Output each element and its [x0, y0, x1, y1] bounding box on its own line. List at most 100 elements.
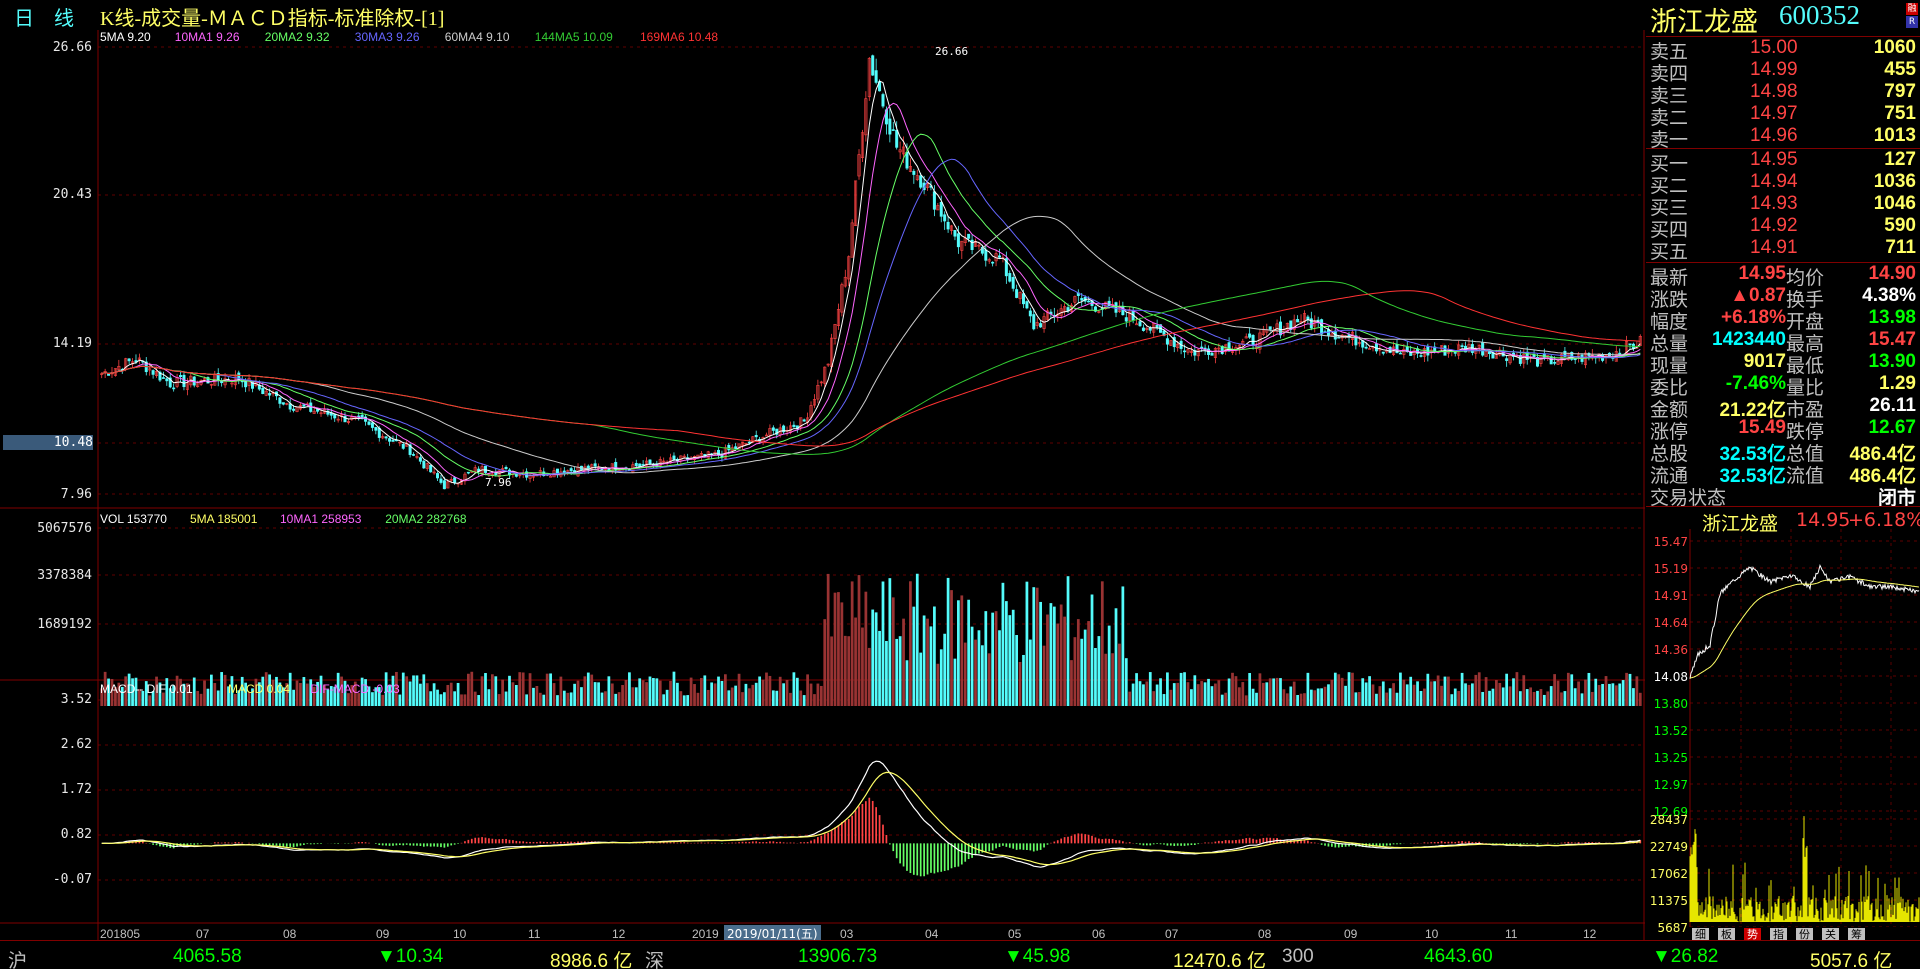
sell-label: 卖二 — [1650, 108, 1689, 129]
stat-label: 量比 — [1786, 378, 1825, 399]
sell-row[interactable]: 卖四 14.99 455 — [1646, 59, 1920, 85]
ma-legend-item: 5MA 9.20 — [100, 30, 151, 44]
ma-legend-item: 144MA5 10.09 — [534, 30, 613, 44]
svg-text:7.96: 7.96 — [485, 476, 512, 489]
stat-label: 开盘 — [1786, 312, 1825, 333]
x-axis-tick: 08 — [1258, 927, 1272, 941]
sh-amount: 8986.6 亿 — [550, 951, 633, 969]
kline-chart-svg[interactable]: 26.66 7.96 — [0, 30, 1645, 940]
buy-volume: 590 — [1884, 215, 1916, 236]
buy-label: 买五 — [1650, 242, 1689, 263]
right-tab[interactable]: 筹 — [1848, 928, 1865, 941]
sell-price: 14.98 — [1750, 81, 1798, 102]
x-axis-tick: 09 — [1344, 927, 1358, 941]
stat-label: 涨停 — [1650, 422, 1689, 443]
stat-label: 最高 — [1786, 334, 1825, 355]
ma-legend-item: 30MA3 9.26 — [354, 30, 420, 44]
sell-label: 卖三 — [1650, 86, 1689, 107]
stat-label: 总股 — [1650, 444, 1689, 465]
ma-legend-item: 20MA2 9.32 — [264, 30, 330, 44]
volume-y-label: 5067576 — [37, 521, 92, 536]
buy-row[interactable]: 买二 14.94 1036 — [1646, 171, 1920, 197]
stat-label: 委比 — [1650, 378, 1689, 399]
stat-label: 市盈 — [1786, 400, 1825, 421]
stat-label: 幅度 — [1650, 312, 1689, 333]
buy-row[interactable]: 买三 14.93 1046 — [1646, 193, 1920, 219]
stat-value: 486.4亿 — [1849, 466, 1916, 487]
buy-row[interactable]: 买五 14.91 711 — [1646, 237, 1920, 263]
intraday-price-label: 14.64 — [1653, 616, 1688, 630]
kline-cursor-price: 10.48 — [3, 435, 93, 450]
sz-label[interactable]: 深 — [645, 951, 665, 969]
sell-row[interactable]: 卖五 15.00 1060 — [1646, 37, 1920, 63]
sell-price: 14.97 — [1750, 103, 1798, 124]
right-tab[interactable]: 指 — [1770, 928, 1787, 941]
intraday-price-label: 14.36 — [1653, 643, 1688, 657]
macd-legend-item: MACD 0.04 — [228, 682, 291, 696]
x-axis-tick: 04 — [925, 927, 939, 941]
stat-value: 4.38% — [1862, 285, 1916, 306]
vol-legend-item: VOL 153770 — [100, 512, 167, 526]
buy-label: 买四 — [1650, 220, 1689, 241]
title-bar: 日 线 K线-成交量-ＭＡＣＤ指标-标准除权-[1] — [0, 0, 1645, 30]
kline-y-label: 20.43 — [52, 187, 92, 202]
intraday-price-label: 15.19 — [1653, 562, 1688, 576]
ma-legend-item: 169MA6 10.48 — [640, 30, 719, 44]
stat-label: 均价 — [1786, 268, 1825, 289]
period-label[interactable]: 日 线 — [14, 6, 74, 30]
buy-order-book: 买一 14.95 127 买二 14.94 1036 买三 14.93 1046 买四 14.92 5… — [1646, 148, 1920, 263]
right-tab[interactable]: 板 — [1718, 928, 1735, 941]
intraday-volume-label: 5687 — [1657, 921, 1688, 935]
sell-volume: 797 — [1884, 81, 1916, 102]
buy-row[interactable]: 买一 14.95 127 — [1646, 149, 1920, 175]
x-axis-tick: 10 — [453, 927, 467, 941]
buy-volume: 711 — [1885, 237, 1916, 258]
intraday-change: +6.18% — [1848, 509, 1920, 531]
stat-value: 32.53亿 — [1719, 466, 1786, 487]
intraday-price-label: 12.97 — [1653, 778, 1688, 792]
stat-value: 1423440 — [1712, 329, 1786, 350]
sell-volume: 1060 — [1873, 37, 1916, 58]
intraday-panel[interactable]: 浙江龙盛 14.95 +6.18% 15.47 15.19 14.91 14.64 14… — [1646, 506, 1920, 935]
ma-legend-item: 10MA1 9.26 — [174, 30, 240, 44]
stat-label: 金额 — [1650, 400, 1689, 421]
stat-label: 总值 — [1786, 444, 1825, 465]
stat-label: 最低 — [1786, 356, 1825, 377]
sell-row[interactable]: 卖二 14.97 751 — [1646, 103, 1920, 129]
chart-panel[interactable]: 26.66 7.96 26.66 20.43 14.19 10.48 7.96 5… — [0, 30, 1645, 941]
right-tab[interactable]: 势 — [1744, 928, 1761, 941]
vol-legend-item: 5MA 185001 — [190, 512, 258, 526]
intraday-volume-label: 22749 — [1649, 840, 1688, 854]
buy-price: 14.94 — [1750, 171, 1798, 192]
intraday-price: 14.95 — [1796, 509, 1851, 531]
intraday-price-label: 13.25 — [1653, 751, 1688, 765]
sell-row[interactable]: 卖一 14.96 1013 — [1646, 125, 1920, 151]
macd-y-label: 2.62 — [60, 737, 92, 752]
sell-row[interactable]: 卖三 14.98 797 — [1646, 81, 1920, 107]
buy-row[interactable]: 买四 14.92 590 — [1646, 215, 1920, 241]
sell-label: 卖四 — [1650, 64, 1689, 85]
right-tab[interactable]: 份 — [1796, 928, 1813, 941]
macd-y-label: 0.82 — [60, 827, 92, 842]
macd-legend-item: DIF-MACD -0.03 — [310, 682, 400, 696]
r-badge: R — [1906, 16, 1918, 28]
stat-value: 14.90 — [1868, 263, 1916, 284]
sell-volume: 455 — [1884, 59, 1916, 80]
kline-y-label: 7.96 — [60, 487, 92, 502]
x-axis-tick: 11 — [528, 927, 541, 941]
buy-price: 14.92 — [1750, 215, 1798, 236]
volume-y-label: 3378384 — [37, 568, 92, 583]
intraday-chart-svg[interactable] — [1646, 507, 1920, 927]
buy-price: 14.93 — [1750, 193, 1798, 214]
stat-value: 21.22亿 — [1719, 400, 1786, 421]
macd-y-label: -0.07 — [52, 872, 92, 887]
right-tab[interactable]: 细 — [1692, 928, 1709, 941]
x-axis-tick: 10 — [1425, 927, 1439, 941]
right-tab[interactable]: 关 — [1822, 928, 1839, 941]
intraday-price-label: 12.69 — [1653, 805, 1688, 819]
trade-status-row: 交易状态 闭市 — [1646, 483, 1920, 509]
cy-label[interactable]: 300 — [1282, 946, 1314, 967]
x-axis-tick: 06 — [1092, 927, 1106, 941]
sh-label[interactable]: 沪 — [8, 951, 28, 969]
intraday-volume-label: 11375 — [1649, 894, 1688, 908]
